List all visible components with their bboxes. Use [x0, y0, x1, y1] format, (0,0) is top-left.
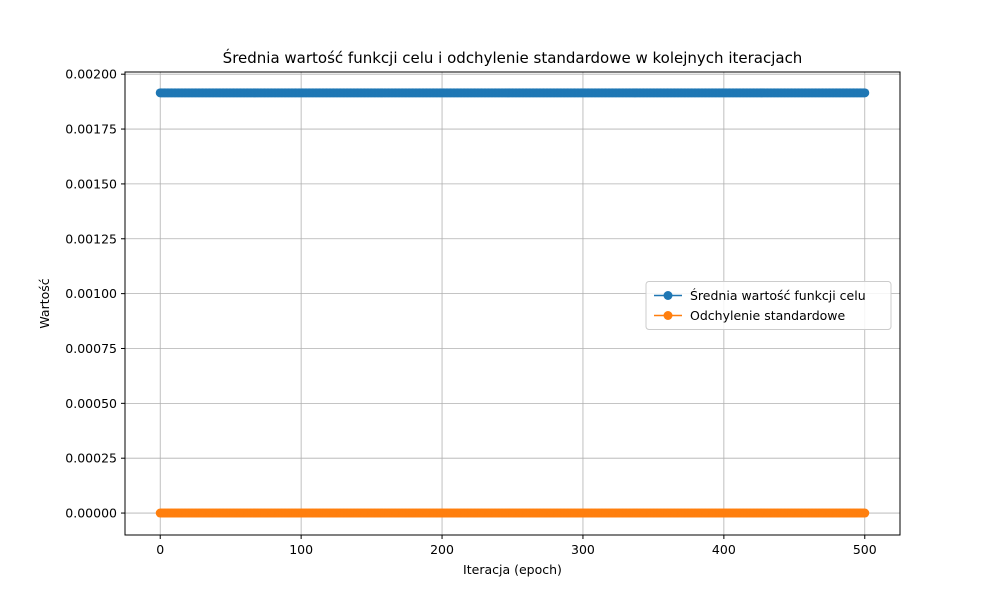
x-tick-label: 0: [156, 542, 164, 557]
y-axis-title: Wartość: [37, 278, 52, 328]
y-tick-label: 0.00025: [65, 451, 117, 466]
x-tick-label: 500: [853, 542, 877, 557]
data-point: [860, 508, 870, 518]
x-tick-label: 300: [571, 542, 595, 557]
x-tick-label: 100: [289, 542, 313, 557]
legend-item: Odchylenie standardowe: [654, 308, 846, 323]
y-tick-label: 0.00175: [65, 122, 117, 137]
series-layer: [155, 88, 870, 518]
x-axis-title: Iteracja (epoch): [463, 562, 562, 577]
legend: Średnia wartość funkcji celu Odchylenie s…: [645, 281, 892, 330]
chart-title: Średnia wartość funkcji celu i odchyleni…: [223, 48, 803, 67]
data-point: [860, 88, 870, 98]
legend-label: Średnia wartość funkcji celu: [690, 288, 866, 303]
ticks: 0 100 200 300 400 500 0.00000 0.00025 0.00050 0.0…: [65, 67, 876, 557]
y-tick-label: 0.00100: [65, 286, 117, 301]
legend-item: Średnia wartość funkcji celu: [654, 288, 866, 303]
series-1: [155, 88, 870, 98]
y-tick-label: 0.00200: [65, 67, 117, 82]
legend-marker: [663, 291, 673, 300]
y-tick-label: 0.00150: [65, 176, 117, 191]
series-2: [155, 508, 870, 518]
y-tick-label: 0.00050: [65, 396, 117, 411]
x-tick-label: 200: [430, 542, 454, 557]
legend-marker: [663, 311, 673, 320]
y-tick-label: 0.00000: [65, 506, 117, 521]
plot-frame: [124, 71, 901, 536]
legend-box: [645, 281, 892, 330]
legend-label: Odchylenie standardowe: [690, 308, 846, 323]
y-tick-label: 0.00125: [65, 231, 117, 246]
y-tick-label: 0.00075: [65, 341, 117, 356]
x-tick-label: 400: [712, 542, 736, 557]
